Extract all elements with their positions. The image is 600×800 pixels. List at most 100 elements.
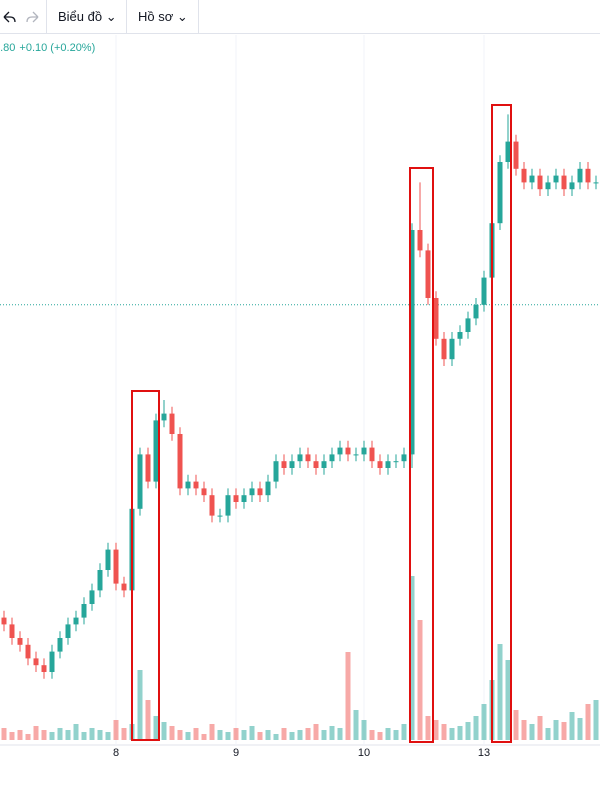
volume-bar: [201, 734, 207, 740]
candle-body: [65, 624, 71, 638]
last-price: 0.80: [0, 42, 16, 54]
volume-bar: [169, 726, 175, 740]
candle-body: [593, 182, 599, 184]
volume-bar: [449, 728, 455, 740]
volume-bar: [369, 730, 375, 740]
candle-body: [33, 658, 39, 666]
volume-bar: [9, 732, 15, 740]
price-change: +0.10 (+0.20%): [19, 42, 96, 54]
separator: [126, 0, 127, 34]
volume-bar: [57, 728, 63, 740]
candle-body: [393, 461, 399, 463]
volume-bar: [265, 730, 271, 740]
candle-body: [385, 461, 391, 468]
candle-body: [537, 175, 543, 190]
redo-icon: [26, 11, 39, 23]
candle-body: [113, 549, 119, 584]
profile-menu[interactable]: Hồ sơ ⌄: [138, 9, 188, 24]
volume-bar: [481, 704, 487, 740]
candle-body: [425, 250, 431, 298]
candle-body: [9, 624, 15, 638]
volume-bar: [505, 660, 511, 740]
highlight-box: [409, 167, 434, 743]
candle-body: [17, 638, 23, 645]
volume-bar: [529, 724, 535, 740]
volume-bar: [257, 732, 263, 740]
volume-bar: [385, 728, 391, 740]
candle-body: [441, 338, 447, 360]
candle-body: [457, 332, 463, 339]
volume-bar: [73, 724, 79, 740]
volume-bar: [497, 644, 503, 740]
volume-bar: [121, 728, 127, 740]
profile-menu-label: Hồ sơ: [138, 9, 174, 24]
candle-body: [161, 413, 167, 421]
volume-bar: [553, 720, 559, 740]
volume-bar: [537, 716, 543, 740]
candle-body: [153, 420, 159, 482]
candle-body: [513, 141, 519, 169]
candle-body: [337, 447, 343, 455]
candle-body: [521, 168, 527, 183]
volume-bar: [49, 732, 55, 740]
candle-body: [353, 454, 359, 456]
candle-body: [361, 447, 367, 455]
candle-body: [233, 495, 239, 502]
volume-bar: [185, 732, 191, 740]
candle-body: [169, 413, 175, 434]
volume-bar: [89, 728, 95, 740]
candle-body: [569, 182, 575, 190]
volume-bar: [25, 734, 31, 740]
candle-body: [305, 454, 311, 462]
x-tick-label: 9: [233, 747, 239, 759]
candle-body: [25, 644, 31, 659]
candle-body: [49, 651, 55, 672]
candle-body: [465, 318, 471, 332]
x-tick-label: 8: [113, 747, 119, 759]
candle-body: [41, 665, 47, 672]
volume-bar: [17, 730, 23, 740]
candle-body: [201, 488, 207, 496]
volume-bar: [329, 726, 335, 740]
volume-bar: [561, 722, 567, 740]
candle-body: [377, 461, 383, 468]
candle-body: [585, 168, 591, 183]
candle-body: [249, 488, 255, 496]
volume-bar: [113, 720, 119, 740]
volume-bar: [209, 724, 215, 740]
volume-bar: [425, 716, 431, 740]
candle-body: [473, 304, 479, 319]
candle-body: [257, 488, 263, 496]
volume-bar: [465, 722, 471, 740]
candle-body: [73, 617, 79, 625]
candle-body: [409, 230, 415, 455]
undo-icon[interactable]: [3, 11, 16, 23]
volume-bar: [105, 732, 111, 740]
candle-body: [401, 454, 407, 462]
candle-body: [345, 447, 351, 455]
volume-bar: [217, 730, 223, 740]
candle-body: [505, 141, 511, 162]
chart-menu-label: Biểu đồ: [58, 9, 103, 24]
volume-bar: [177, 730, 183, 740]
volume-bar: [233, 728, 239, 740]
volume-bar: [41, 730, 47, 740]
candle-body: [449, 338, 455, 360]
candle-body: [89, 590, 95, 604]
volume-bar: [513, 710, 519, 740]
volume-bar: [145, 700, 151, 740]
volume-bar: [457, 726, 463, 740]
candle-body: [529, 175, 535, 183]
volume-bar: [225, 732, 231, 740]
chart-menu[interactable]: Biểu đồ ⌄: [58, 9, 117, 24]
candle-body: [369, 447, 375, 462]
separator: [46, 0, 47, 34]
candle-body: [545, 182, 551, 190]
x-tick-label: 13: [478, 747, 490, 759]
highlight-box: [131, 390, 160, 741]
volume-bar: [65, 730, 71, 740]
candle-body: [577, 168, 583, 183]
undo-redo-icons[interactable]: [0, 0, 48, 34]
volume-bar: [273, 734, 279, 740]
